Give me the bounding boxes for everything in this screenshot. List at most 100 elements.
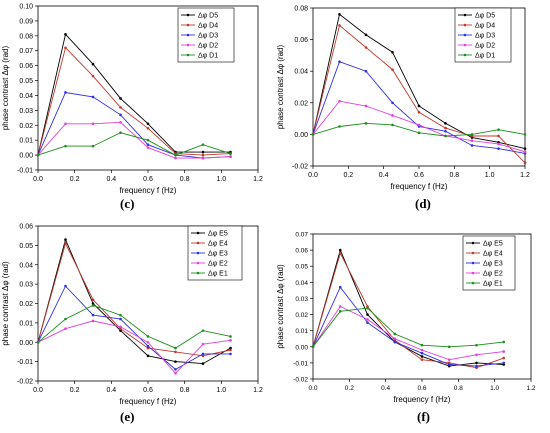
y-tick-label: 0.08 bbox=[294, 6, 308, 13]
legend: Δφ E5 Δφ E4 Δφ E3 Δφ E2 Δφ E1 bbox=[462, 235, 516, 291]
x-tick-label: 0.0 bbox=[308, 172, 318, 179]
data-point bbox=[201, 143, 205, 146]
legend-label: Δφ E5 bbox=[208, 231, 228, 238]
y-tick-label: -0.01 bbox=[17, 168, 33, 175]
y-tick-label: 0.01 bbox=[295, 328, 308, 335]
y-tick-label: 0.04 bbox=[294, 69, 308, 76]
data-point bbox=[338, 252, 342, 255]
data-point bbox=[475, 364, 478, 368]
data-point bbox=[146, 346, 150, 350]
data-point bbox=[201, 362, 205, 365]
y-tick-label: 0.05 bbox=[19, 243, 33, 250]
legend-marker bbox=[186, 13, 190, 17]
legend-label: Δφ E1 bbox=[208, 271, 228, 278]
x-tick-label: 0.8 bbox=[180, 387, 190, 394]
legend-label: Δφ D3 bbox=[198, 33, 218, 40]
data-point bbox=[366, 321, 369, 324]
series-line-2 bbox=[312, 286, 504, 367]
legend-marker bbox=[186, 23, 190, 27]
data-point bbox=[366, 318, 369, 321]
series-line-3 bbox=[37, 320, 231, 374]
data-point bbox=[119, 113, 122, 117]
data-point bbox=[174, 350, 177, 354]
legend-label: Δφ E2 bbox=[483, 271, 503, 278]
y-tick-label: 0.02 bbox=[19, 123, 33, 130]
legend-label: Δφ E4 bbox=[483, 251, 503, 258]
data-point bbox=[366, 313, 369, 316]
data-point bbox=[338, 13, 341, 16]
data-point bbox=[64, 91, 67, 94]
x-tick-label: 0.2 bbox=[345, 385, 354, 392]
y-tick-label: 0.08 bbox=[19, 33, 33, 40]
x-tick-label: 0.8 bbox=[180, 176, 190, 183]
legend-label: Δφ E3 bbox=[483, 261, 503, 268]
data-point bbox=[64, 242, 67, 245]
data-point bbox=[146, 126, 150, 130]
legend-label: Δφ E2 bbox=[208, 261, 228, 268]
y-tick-label: 0.02 bbox=[295, 312, 308, 319]
data-point bbox=[64, 317, 67, 321]
legend-label: Δφ D5 bbox=[475, 13, 495, 20]
x-tick-label: 1.2 bbox=[526, 385, 535, 392]
data-point bbox=[364, 122, 368, 125]
x-tick-label: 0.2 bbox=[70, 176, 80, 183]
data-point bbox=[91, 302, 95, 305]
data-point bbox=[420, 343, 424, 347]
data-point bbox=[444, 129, 447, 133]
data-point bbox=[497, 142, 500, 146]
data-point bbox=[119, 120, 122, 124]
data-point bbox=[64, 238, 67, 241]
data-point bbox=[201, 354, 205, 358]
data-point bbox=[229, 339, 232, 342]
series-line-0 bbox=[37, 33, 231, 156]
data-point bbox=[523, 133, 527, 136]
legend-marker bbox=[471, 271, 475, 275]
data-point bbox=[174, 156, 177, 160]
data-point bbox=[311, 133, 315, 136]
y-tick-label: 0.07 bbox=[19, 48, 33, 55]
legend-marker bbox=[186, 53, 190, 57]
data-point bbox=[229, 352, 232, 356]
data-point bbox=[475, 361, 478, 365]
data-point bbox=[36, 153, 40, 157]
data-point bbox=[497, 147, 500, 150]
data-point bbox=[338, 285, 342, 289]
series-line-0 bbox=[37, 238, 231, 365]
y-tick-label: 0.01 bbox=[19, 320, 33, 327]
data-point bbox=[91, 144, 95, 148]
x-tick-label: 0.6 bbox=[143, 176, 153, 183]
y-tick-label: 0.06 bbox=[294, 37, 308, 44]
y-tick-label: 0.02 bbox=[294, 100, 308, 107]
data-point bbox=[229, 155, 232, 158]
y-tick-label: 0.06 bbox=[19, 224, 33, 231]
legend-marker bbox=[196, 251, 200, 255]
data-point bbox=[91, 313, 95, 317]
x-tick-label: 0.0 bbox=[33, 176, 43, 183]
data-point bbox=[502, 356, 506, 360]
series-line-0 bbox=[312, 248, 504, 367]
data-point bbox=[91, 74, 95, 78]
legend-label: Δφ D3 bbox=[475, 33, 495, 40]
x-axis-label: frequency f (Hz) bbox=[120, 397, 177, 406]
chart-svg-d: 0.0 0.2 0.4 0.6 0.8 1.0 1.2 -0.02 0.00 0.02 0.04 0.… bbox=[276, 6, 530, 192]
y-tick-label: -0.02 bbox=[293, 377, 308, 384]
data-point bbox=[119, 106, 122, 109]
data-point bbox=[201, 342, 205, 346]
data-point bbox=[146, 138, 150, 142]
data-point bbox=[391, 68, 394, 71]
data-point bbox=[338, 125, 341, 128]
data-point bbox=[447, 358, 451, 361]
series-line-2 bbox=[37, 285, 231, 370]
series-line-1 bbox=[37, 46, 231, 156]
data-point bbox=[444, 122, 447, 125]
data-point bbox=[119, 317, 122, 321]
data-point bbox=[338, 24, 341, 27]
y-tick-label: 0.02 bbox=[19, 301, 33, 308]
y-tick-label: 0.00 bbox=[19, 153, 33, 160]
series-line-3 bbox=[37, 121, 231, 159]
x-tick-label: 1.2 bbox=[520, 172, 530, 179]
data-point bbox=[470, 144, 474, 147]
x-tick-label: 0.4 bbox=[379, 172, 389, 179]
legend-marker bbox=[463, 53, 467, 57]
data-point bbox=[146, 146, 150, 149]
